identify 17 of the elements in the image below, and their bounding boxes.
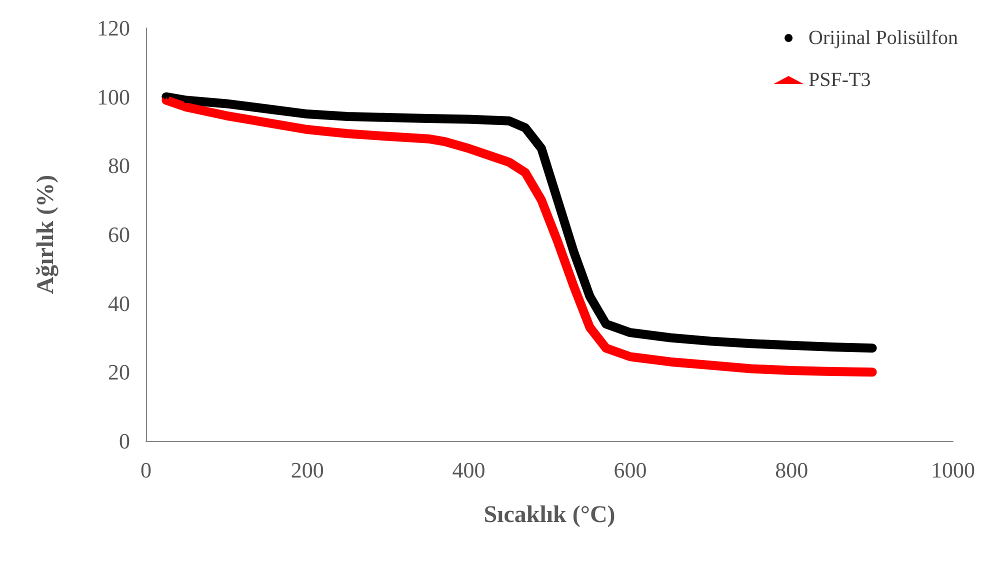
legend-label: PSF-T3: [808, 69, 871, 91]
x-tick-label: 1000: [931, 458, 975, 482]
y-axis-title: Ağırlık (%): [33, 174, 59, 294]
x-tick-label: 200: [290, 458, 324, 482]
y-tick-label: 0: [119, 428, 130, 454]
x-tick-label: 800: [775, 458, 808, 482]
x-axis-title: Sıcaklık (°C): [484, 502, 616, 528]
y-tick-label: 80: [108, 153, 130, 178]
x-tick-label: 600: [614, 458, 647, 482]
legend-label: Orijinal Polisülfon: [808, 27, 958, 49]
y-tick-label: 40: [108, 290, 130, 316]
y-tick-label: 60: [108, 222, 130, 247]
x-tick-label: 0: [140, 458, 152, 482]
y-tick-label: 20: [108, 360, 130, 385]
y-tick-label: 120: [97, 16, 130, 40]
y-tick-label: 100: [97, 84, 130, 110]
x-tick-label: 400: [452, 458, 486, 482]
